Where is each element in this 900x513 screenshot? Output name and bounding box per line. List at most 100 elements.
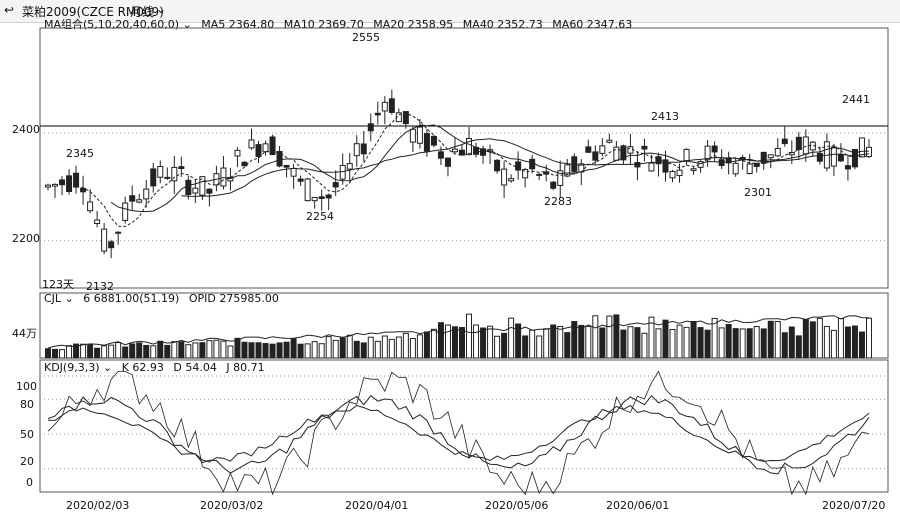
candle-body (94, 219, 101, 225)
date-axis-label: 2020/07/20 (822, 499, 886, 512)
candle-body (374, 112, 381, 116)
volume-bar (473, 324, 480, 359)
volume-bar (655, 328, 662, 359)
volume-bar (550, 324, 557, 359)
candle-body (564, 164, 571, 177)
candle-body (192, 187, 199, 194)
candle-body (536, 173, 543, 176)
kdj-axis-label: 100 (16, 380, 37, 393)
candle-body (690, 168, 697, 171)
volume-bar (255, 342, 262, 359)
volume-bar (325, 336, 332, 359)
candle-body (430, 135, 437, 146)
volume-bar (395, 336, 402, 359)
kdj-header: KDJ(9,3,3) ⌄ K 62.93 D 54.04 J 80.71 (44, 361, 265, 374)
candle-body (255, 144, 262, 157)
candle-body (311, 196, 318, 202)
annotation: 2441 (842, 93, 870, 106)
kdj-d-value: D 54.04 (173, 361, 217, 374)
volume-bar (641, 332, 648, 359)
candle-body (683, 148, 690, 162)
candle-body (171, 166, 178, 182)
open-interest-value: OPID 275985.00 (188, 292, 279, 305)
volume-bar (459, 327, 465, 359)
annotation: 2254 (306, 210, 334, 223)
volume-bar (290, 338, 297, 359)
candle-body (269, 136, 276, 156)
period-selector[interactable]: 月线 (130, 5, 155, 19)
candle-body (59, 179, 66, 186)
volume-bar (87, 344, 94, 359)
volume-bar (830, 329, 837, 359)
volume-bar (851, 325, 858, 359)
candle-body (129, 195, 136, 202)
candle-body (774, 147, 781, 157)
volume-header: CJL ⌄ 6 6881.00(51.19) OPID 275985.00 (44, 292, 279, 305)
candle-body (367, 123, 374, 132)
volume-bar (388, 338, 395, 359)
chevron-down-icon[interactable]: ⌄ (64, 292, 74, 305)
volume-bar (501, 332, 508, 359)
kdj-d-line (47, 404, 870, 463)
annotation: 2301 (744, 186, 772, 199)
candle-body (676, 169, 683, 177)
moving-average-line (76, 112, 870, 227)
candle-body (143, 188, 150, 200)
volume-bar (164, 344, 171, 359)
volume-bar (416, 334, 423, 359)
candle-body (325, 194, 332, 199)
candle-body (199, 176, 206, 196)
candle-body (339, 164, 346, 180)
chevron-down-icon[interactable]: ⌄ (103, 361, 113, 374)
candle-body (550, 181, 557, 189)
candle-body (704, 145, 711, 161)
volume-bar (213, 339, 220, 359)
candle-body (388, 98, 395, 113)
kdj-indicator-name[interactable]: KDJ(9,3,3) (44, 361, 100, 374)
volume-bar (858, 331, 865, 359)
candle-body (52, 183, 59, 187)
volume-bar (557, 325, 564, 359)
candle-body (150, 168, 157, 187)
days-label: 123天 (42, 278, 74, 291)
candle-body (402, 111, 409, 125)
candle-body (423, 133, 430, 152)
chevron-down-icon[interactable]: ⌄ (182, 18, 192, 31)
volume-bar (122, 346, 129, 359)
volume-bar (192, 342, 199, 359)
candle-body (767, 154, 774, 159)
candle-body (732, 162, 739, 175)
volume-bar (437, 322, 444, 359)
volume-bar (332, 339, 339, 359)
candle-body (837, 153, 844, 162)
volume-bar (802, 318, 809, 359)
kdj-axis-label: 50 (20, 428, 34, 441)
volume-bar (739, 328, 746, 359)
candle-body (45, 184, 51, 188)
low-annotation: 2132 (86, 280, 114, 293)
title-bar: ↩ 菜粕2009(CZCE RM009) 月线 ⌄ (0, 0, 900, 23)
volume-bar (318, 343, 325, 359)
volume-bar (108, 344, 115, 359)
volume-bar (508, 317, 515, 359)
volume-bar (613, 314, 620, 359)
candle-body (451, 148, 458, 153)
back-arrow-icon[interactable]: ↩ (4, 3, 15, 17)
volume-bar (262, 343, 269, 359)
chevron-down-icon[interactable]: ⌄ (156, 2, 167, 16)
candle-body (599, 145, 606, 154)
candle-body (459, 149, 465, 156)
candle-body (746, 163, 753, 175)
volume-bar (585, 325, 592, 359)
volume-bar (185, 344, 192, 359)
volume-bar (620, 329, 627, 359)
volume-bar (199, 342, 206, 359)
volume-indicator-name[interactable]: CJL (44, 292, 62, 305)
volume-bar (753, 325, 760, 359)
volume-bar (578, 324, 585, 359)
candle-body (409, 128, 416, 143)
kdj-k-line (47, 394, 870, 475)
volume-bar (157, 340, 164, 359)
candle-body (206, 188, 213, 194)
